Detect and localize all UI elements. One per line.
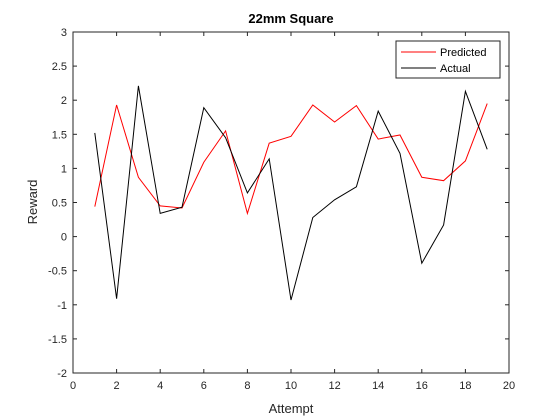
x-tick-label: 14 (372, 380, 384, 392)
x-tick-label: 6 (201, 380, 207, 392)
chart-title: 22mm Square (248, 11, 333, 26)
y-tick-label: 0 (61, 232, 67, 244)
y-axis-label: Reward (25, 180, 40, 225)
y-tick-label: 2 (61, 95, 67, 107)
x-axis-ticks: 0 2 4 6 8 10 12 14 16 18 20 (70, 32, 515, 392)
x-tick-label: 12 (328, 380, 340, 392)
y-tick-label: 1 (61, 163, 67, 175)
series-line-actual (94, 85, 488, 301)
x-tick-label: 18 (459, 380, 471, 392)
legend-entry-actual: Actual (440, 63, 471, 75)
series-layer (94, 85, 488, 301)
legend: Predicted Actual (395, 40, 501, 79)
x-tick-label: 2 (114, 380, 120, 392)
y-tick-label: -2 (57, 368, 67, 380)
y-tick-label: -1 (57, 300, 67, 312)
y-tick-label: 3 (61, 27, 67, 39)
y-tick-label: 1.5 (52, 129, 67, 141)
x-tick-label: 4 (157, 380, 163, 392)
y-tick-label: 0.5 (52, 198, 67, 210)
y-tick-label: -1.5 (48, 334, 67, 346)
plot-area (72, 31, 510, 374)
x-tick-label: 0 (70, 380, 76, 392)
x-tick-label: 16 (416, 380, 428, 392)
x-tick-label: 20 (503, 380, 515, 392)
legend-box (395, 40, 501, 79)
series-line-predicted (94, 103, 488, 216)
y-tick-label: -0.5 (48, 266, 67, 278)
y-axis-ticks: -2 -1.5 -1 -0.5 0 0.5 1 1.5 2 2.5 3 (48, 27, 509, 380)
x-axis-label: Attempt (269, 401, 314, 416)
x-tick-label: 8 (244, 380, 250, 392)
legend-entry-predicted: Predicted (440, 47, 486, 59)
x-tick-label: 10 (285, 380, 297, 392)
y-tick-label: 2.5 (52, 61, 67, 73)
